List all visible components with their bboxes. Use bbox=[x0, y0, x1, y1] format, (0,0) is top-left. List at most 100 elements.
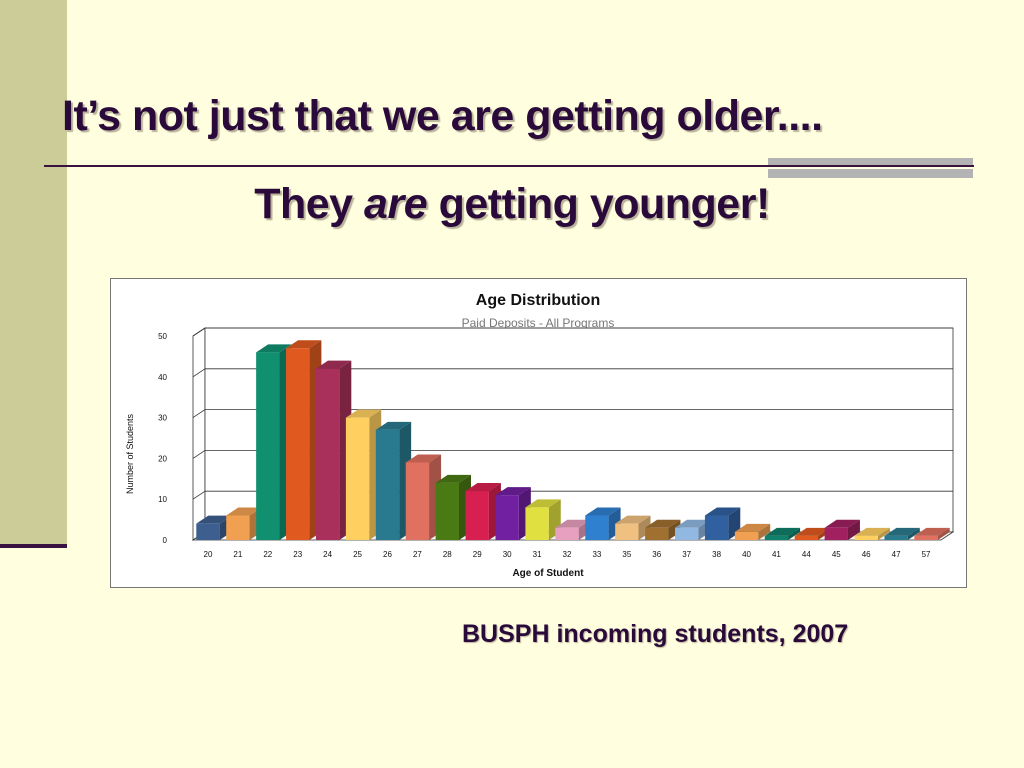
x-tick-label: 25 bbox=[353, 550, 362, 559]
bar bbox=[315, 368, 340, 540]
x-tick-label: 32 bbox=[563, 550, 572, 559]
bar bbox=[256, 352, 280, 540]
x-tick-label: 45 bbox=[832, 550, 841, 559]
x-tick-label: 37 bbox=[682, 550, 691, 559]
gridline-side bbox=[192, 327, 206, 337]
bar-top bbox=[256, 344, 292, 353]
bar-side bbox=[668, 519, 681, 540]
subtitle-emphasis: are bbox=[364, 180, 428, 228]
bar-top bbox=[315, 360, 352, 369]
x-tick-label: 57 bbox=[922, 550, 931, 559]
chart-subtitle: Paid Deposits - All Programs bbox=[462, 316, 615, 330]
bar-top bbox=[196, 515, 232, 524]
x-tick-label: 21 bbox=[233, 550, 242, 559]
divider-accent-bottom bbox=[768, 169, 973, 178]
bar bbox=[465, 491, 489, 540]
bar-top bbox=[555, 519, 591, 528]
bar bbox=[585, 515, 609, 540]
y-axis-label: Number of Students bbox=[125, 413, 135, 494]
x-tick-label: 27 bbox=[413, 550, 422, 559]
x-tick-label: 26 bbox=[383, 550, 392, 559]
bar-top bbox=[734, 523, 771, 532]
bar bbox=[914, 535, 938, 540]
bar bbox=[375, 429, 400, 540]
slide-title: It’s not just that we are getting older.… bbox=[62, 92, 823, 140]
bar bbox=[824, 527, 848, 540]
bar bbox=[884, 535, 908, 540]
bar bbox=[345, 417, 370, 540]
bar bbox=[555, 527, 579, 540]
bar bbox=[196, 523, 220, 540]
bar-top bbox=[435, 474, 471, 483]
bar-top bbox=[794, 527, 831, 536]
bar bbox=[645, 527, 669, 540]
x-tick-label: 35 bbox=[622, 550, 631, 559]
chart-caption: BUSPH incoming students, 2007 bbox=[462, 620, 849, 648]
x-tick-label: 22 bbox=[263, 550, 272, 559]
bar bbox=[794, 535, 819, 540]
bar bbox=[286, 348, 310, 540]
bar bbox=[854, 535, 878, 540]
x-tick-label: 47 bbox=[892, 550, 901, 559]
bar-top bbox=[465, 483, 501, 492]
gridline-side bbox=[192, 450, 206, 459]
x-tick-label: 41 bbox=[772, 550, 781, 559]
chart-frame: Age Distribution Paid Deposits - All Pro… bbox=[110, 278, 967, 588]
x-tick-label: 44 bbox=[802, 550, 811, 559]
divider-accent-top bbox=[768, 158, 973, 165]
bar-side bbox=[788, 527, 801, 540]
bar-top bbox=[495, 487, 531, 496]
bar-top bbox=[824, 519, 860, 528]
bar-top bbox=[226, 507, 262, 516]
bar bbox=[615, 523, 639, 540]
bar-side bbox=[937, 527, 950, 540]
x-tick-label: 40 bbox=[742, 550, 751, 559]
y-tick-label: 20 bbox=[158, 454, 167, 463]
bar-side bbox=[847, 519, 860, 540]
x-tick-label: 23 bbox=[293, 550, 302, 559]
bar bbox=[734, 531, 759, 540]
x-tick-label: 36 bbox=[652, 550, 661, 559]
gridline-side bbox=[192, 490, 206, 500]
bar-top bbox=[675, 519, 711, 528]
x-tick-label: 30 bbox=[503, 550, 512, 559]
bar-top bbox=[286, 340, 322, 349]
bar-top bbox=[405, 454, 442, 463]
bar-top bbox=[615, 515, 651, 524]
bar-top bbox=[585, 507, 621, 516]
x-tick-label: 33 bbox=[592, 550, 601, 559]
bar bbox=[495, 495, 519, 540]
left-accent-underline bbox=[0, 544, 67, 548]
x-tick-label: 38 bbox=[712, 550, 721, 559]
title-divider bbox=[44, 165, 974, 167]
subtitle-pre: They bbox=[254, 180, 365, 228]
bar-top bbox=[884, 527, 920, 536]
y-tick-label: 10 bbox=[158, 495, 167, 504]
bar bbox=[704, 515, 729, 540]
bar-side bbox=[907, 527, 920, 540]
bar-top bbox=[854, 527, 890, 536]
bar-top bbox=[704, 507, 741, 516]
bar bbox=[226, 515, 250, 540]
y-tick-label: 40 bbox=[158, 373, 167, 382]
slide-subtitle: They are getting younger! bbox=[0, 180, 1024, 229]
age-distribution-chart: Age Distribution Paid Deposits - All Pro… bbox=[125, 292, 955, 579]
bar-side bbox=[758, 523, 771, 540]
gridline-side bbox=[192, 368, 206, 378]
gridline-side bbox=[192, 409, 206, 418]
x-tick-label: 20 bbox=[204, 550, 213, 559]
x-tick-label: 46 bbox=[862, 550, 871, 559]
bar-side bbox=[877, 527, 890, 540]
bar-top bbox=[345, 409, 382, 418]
x-tick-label: 24 bbox=[323, 550, 332, 559]
y-tick-label: 0 bbox=[163, 536, 168, 545]
x-axis-label: Age of Student bbox=[512, 568, 584, 579]
bar-top bbox=[525, 499, 561, 508]
x-tick-label: 28 bbox=[443, 550, 452, 559]
x-tick-label: 29 bbox=[473, 550, 482, 559]
bar bbox=[435, 482, 459, 540]
bar-top bbox=[375, 421, 412, 430]
chart-title: Age Distribution bbox=[476, 292, 600, 309]
left-accent-bar bbox=[0, 0, 67, 547]
subtitle-post: getting younger! bbox=[427, 180, 771, 228]
